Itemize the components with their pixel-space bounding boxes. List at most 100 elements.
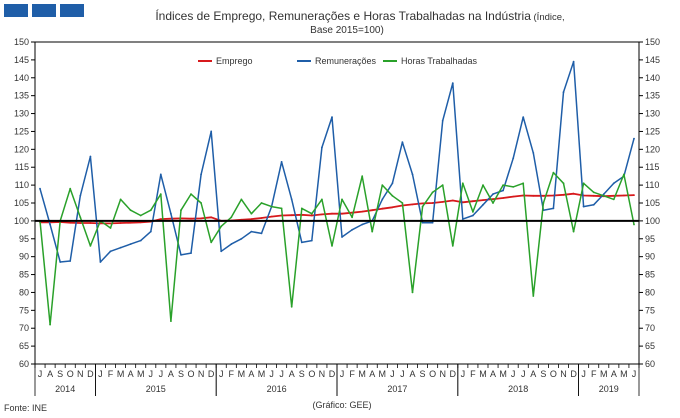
data-point-remuneracoes xyxy=(512,157,515,160)
data-point-remuneracoes xyxy=(230,243,233,246)
data-point-remuneracoes xyxy=(149,230,152,233)
x-year-label: 2016 xyxy=(267,384,287,394)
x-month-label: F xyxy=(470,369,476,379)
data-point-remuneracoes xyxy=(129,243,132,246)
data-point-horas xyxy=(482,184,484,187)
data-point-remuneracoes xyxy=(39,187,41,190)
data-point-remuneracoes xyxy=(431,221,434,224)
y-tick-label-right: 150 xyxy=(645,37,660,47)
data-point-horas xyxy=(69,187,72,190)
x-month-label: J xyxy=(159,369,164,379)
x-month-label: F xyxy=(108,369,114,379)
x-month-label: M xyxy=(499,369,507,379)
data-point-horas xyxy=(351,216,353,219)
y-tick-label-left: 135 xyxy=(14,91,29,101)
data-point-remuneracoes xyxy=(300,241,303,244)
data-point-horas xyxy=(119,198,122,201)
x-month-label: J xyxy=(390,369,395,379)
x-month-label: F xyxy=(591,369,597,379)
data-point-remuneracoes xyxy=(159,173,162,176)
data-point-horas xyxy=(502,184,504,187)
x-month-label: S xyxy=(420,369,426,379)
x-month-label: O xyxy=(308,369,315,379)
data-point-emprego xyxy=(441,201,444,203)
y-tick-label-left: 100 xyxy=(14,216,29,226)
series-line-emprego xyxy=(40,192,635,225)
data-point-emprego xyxy=(371,209,374,212)
y-tick-label-right: 80 xyxy=(645,287,655,297)
y-tick-label-left: 65 xyxy=(19,341,29,351)
x-month-label: J xyxy=(511,369,516,379)
data-point-horas xyxy=(532,295,535,297)
data-point-horas xyxy=(562,182,565,185)
y-tick-label-left: 80 xyxy=(19,287,29,297)
y-tick-label-left: 115 xyxy=(15,162,29,172)
x-month-label: N xyxy=(439,369,446,379)
data-point-remuneracoes xyxy=(351,228,353,231)
data-point-remuneracoes xyxy=(321,146,323,149)
y-tick-label-right: 105 xyxy=(645,198,660,208)
x-month-label: A xyxy=(409,369,415,379)
x-month-label: M xyxy=(238,369,246,379)
source-note: Fonte: INE xyxy=(4,403,47,413)
data-point-emprego xyxy=(250,218,253,221)
data-point-horas xyxy=(109,227,112,229)
data-point-emprego xyxy=(623,194,625,197)
data-point-horas xyxy=(472,211,474,213)
x-month-label: D xyxy=(450,369,457,379)
series-group xyxy=(39,60,635,326)
data-point-remuneracoes xyxy=(341,236,343,238)
x-month-label: A xyxy=(289,369,295,379)
y-tick-label-right: 60 xyxy=(645,359,655,369)
data-point-remuneracoes xyxy=(592,203,595,206)
y-axis-right: 60 65 70 75 80 85 90 95 100 105 110 115 120 125 130 135… xyxy=(639,37,660,369)
logo-block xyxy=(4,4,28,17)
y-tick-label-left: 150 xyxy=(14,37,29,47)
y-tick-label-left: 90 xyxy=(19,252,29,262)
data-point-horas xyxy=(441,184,444,187)
data-point-horas xyxy=(250,212,253,215)
x-month-label: M xyxy=(600,369,608,379)
data-point-remuneracoes xyxy=(451,82,454,84)
y-tick-label-left: 130 xyxy=(14,109,29,119)
data-point-horas xyxy=(149,209,152,212)
data-point-emprego xyxy=(331,212,333,215)
data-point-remuneracoes xyxy=(119,246,122,249)
x-month-label: N xyxy=(77,369,84,379)
x-month-label: A xyxy=(490,369,496,379)
data-point-emprego xyxy=(321,213,323,216)
chart-subtitle: Base 2015=100) xyxy=(310,25,384,36)
x-month-label: S xyxy=(57,369,63,379)
data-point-remuneracoes xyxy=(582,205,585,208)
data-point-horas xyxy=(461,182,464,185)
data-point-horas xyxy=(522,182,525,185)
data-point-remuneracoes xyxy=(79,194,82,197)
data-point-emprego xyxy=(290,214,293,217)
x-month-label: N xyxy=(319,369,326,379)
x-month-label: M xyxy=(379,369,387,379)
data-point-remuneracoes xyxy=(59,261,62,263)
y-tick-label-right: 130 xyxy=(645,109,660,119)
data-point-emprego xyxy=(411,203,414,206)
data-point-remuneracoes xyxy=(210,130,213,133)
data-point-remuneracoes xyxy=(482,203,484,206)
y-tick-label-right: 145 xyxy=(645,55,660,65)
x-month-label: J xyxy=(149,369,154,379)
data-point-horas xyxy=(572,230,575,233)
x-month-label: J xyxy=(400,369,405,379)
x-month-label: D xyxy=(570,369,577,379)
data-point-remuneracoes xyxy=(391,182,394,185)
data-point-horas xyxy=(270,205,273,208)
data-point-emprego xyxy=(431,202,434,204)
x-month-label: J xyxy=(219,369,224,379)
data-point-remuneracoes xyxy=(240,237,243,240)
x-month-label: J xyxy=(581,369,586,379)
x-month-label: N xyxy=(560,369,567,379)
data-point-emprego xyxy=(129,221,132,224)
y-axis-left: 60 65 70 75 80 85 90 95 100 105 110 115 120 125 130 135… xyxy=(14,37,35,369)
data-point-horas xyxy=(129,209,132,212)
data-point-emprego xyxy=(512,195,515,198)
data-point-emprego xyxy=(562,193,565,196)
y-tick-label-left: 95 xyxy=(19,234,29,244)
